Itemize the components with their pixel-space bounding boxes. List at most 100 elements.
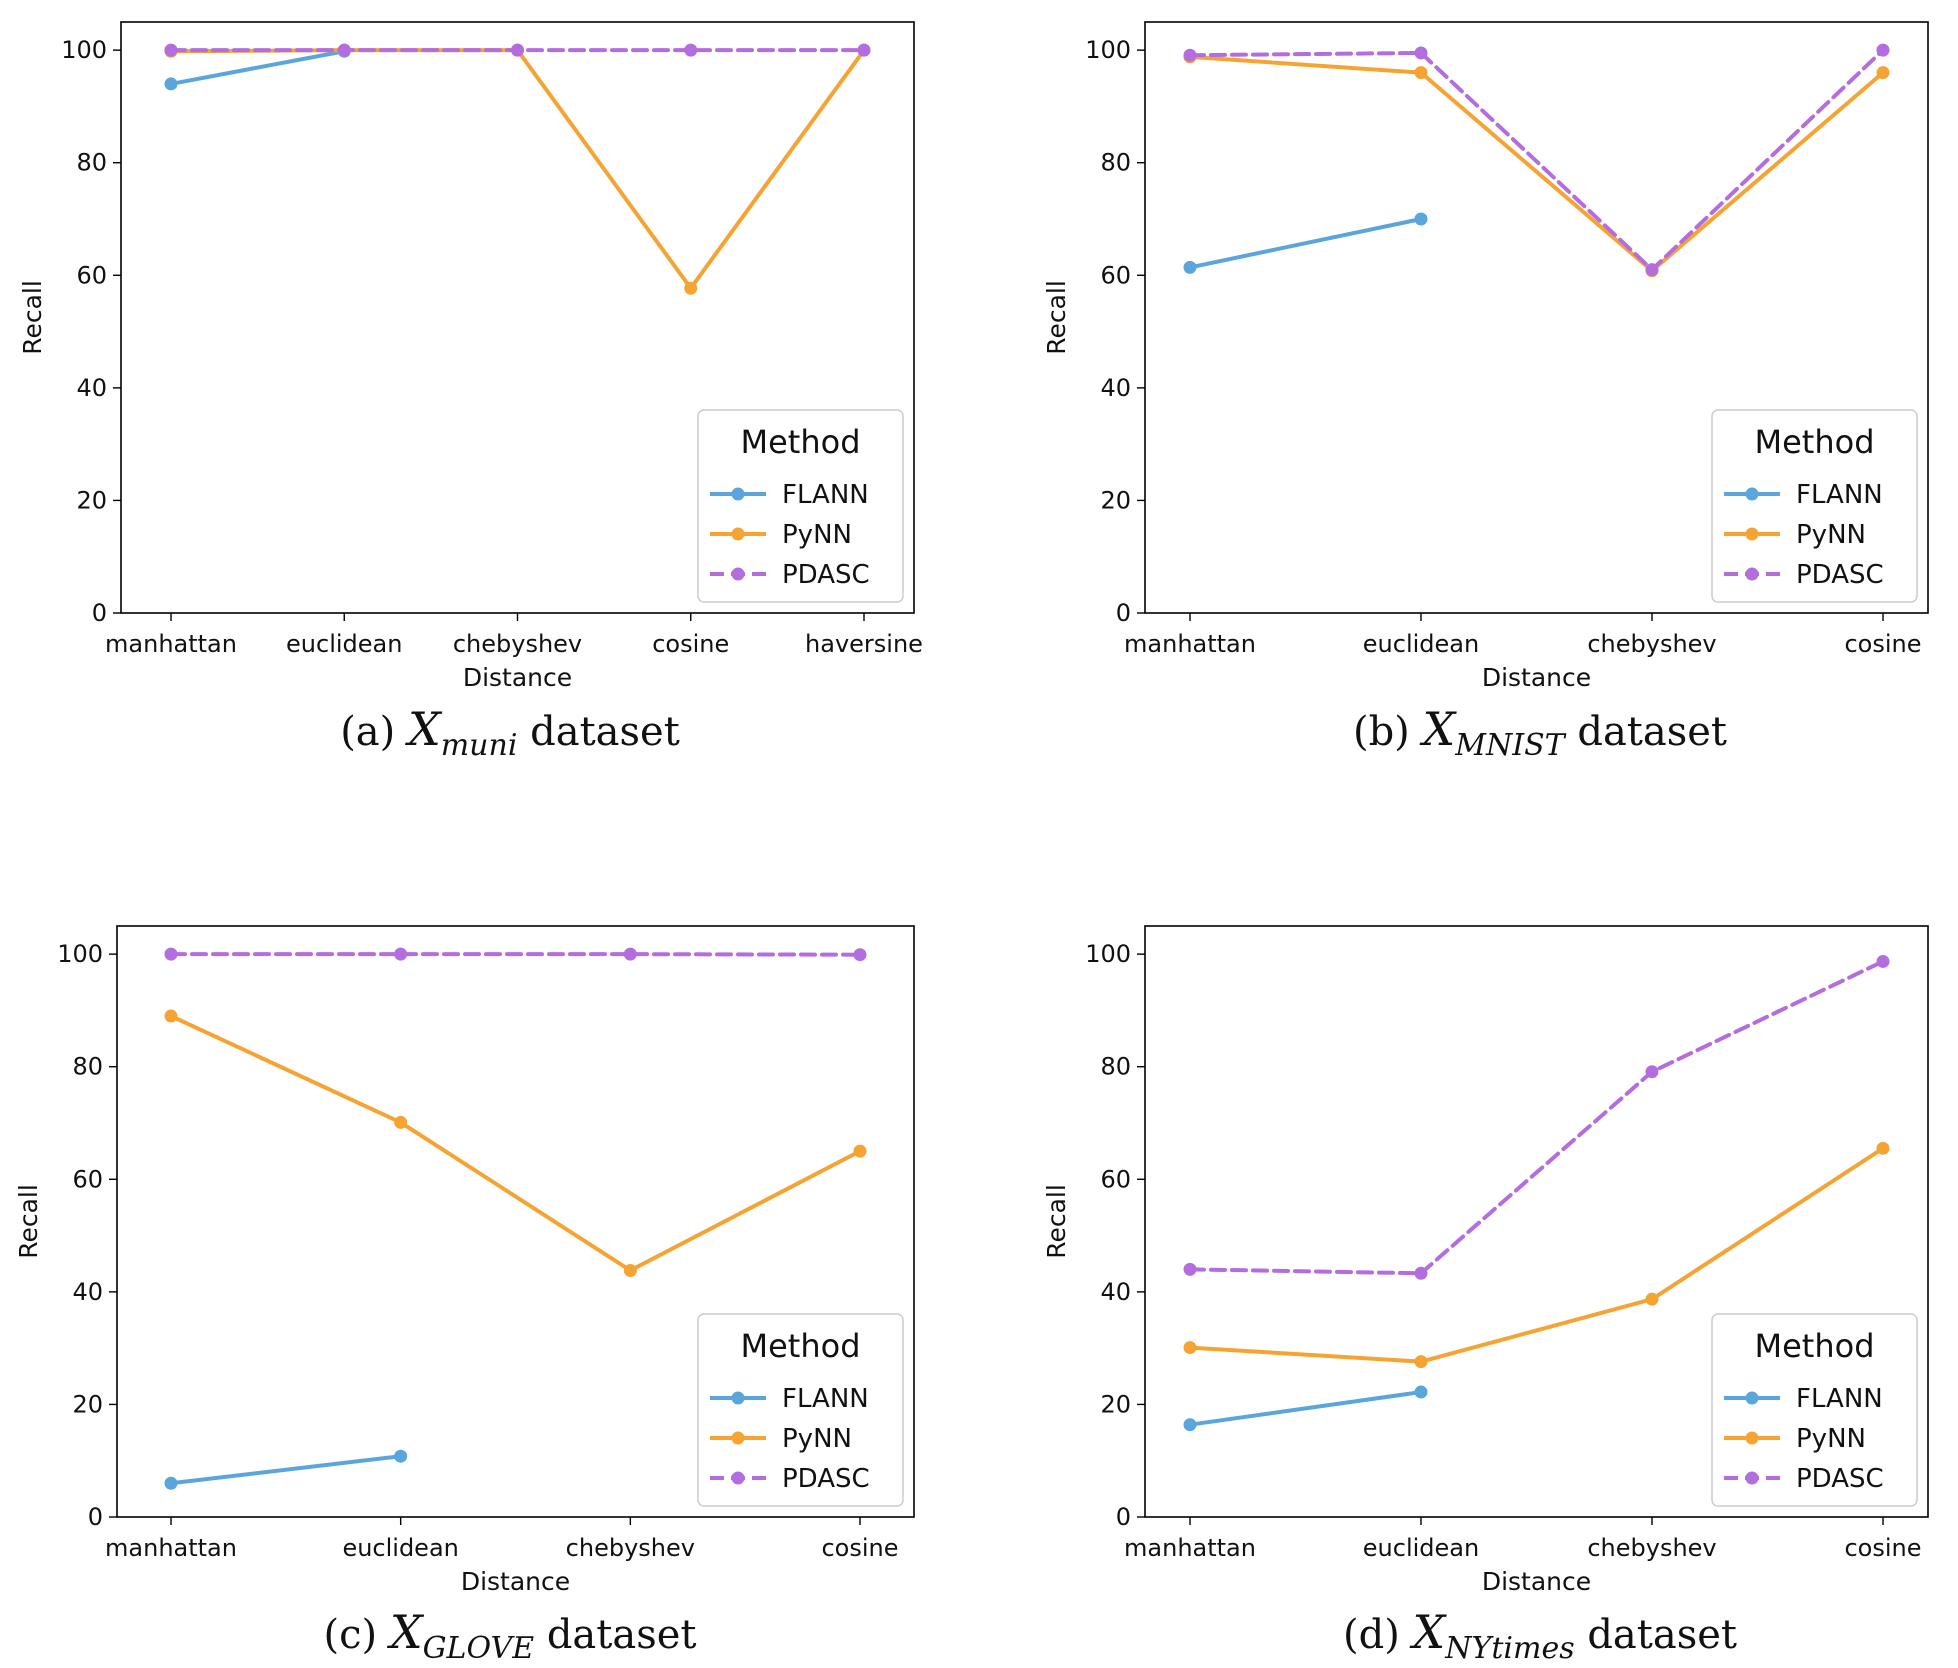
x-tick-label: haversine xyxy=(805,630,923,658)
series-line-pynn xyxy=(169,48,866,291)
x-axis-label: Distance xyxy=(1482,663,1591,692)
legend: Method FLANN PyNN PDASC xyxy=(1711,1313,1918,1507)
legend-box xyxy=(697,1313,904,1507)
series-line-flann xyxy=(169,1454,403,1486)
legend-entry-pdasc: PDASC xyxy=(1796,560,1884,590)
legend-entry-pynn: PyNN xyxy=(782,1424,852,1454)
legend-entry-pdasc: PDASC xyxy=(1796,1464,1884,1494)
y-tick-label: 0 xyxy=(1116,1503,1131,1531)
data-point-pdasc xyxy=(394,947,408,961)
y-axis-label: Recall xyxy=(1042,1184,1071,1259)
y-tick-label: 20 xyxy=(72,1390,103,1418)
y-tick-label: 40 xyxy=(76,374,107,402)
x-tick-label: chebyshev xyxy=(453,630,582,658)
legend-title: Method xyxy=(740,423,860,461)
legend-entry-flann: FLANN xyxy=(1796,1384,1883,1414)
data-point-pynn xyxy=(1183,1341,1197,1355)
legend-title: Method xyxy=(1754,423,1874,461)
legend-swatch-marker xyxy=(1745,1471,1759,1485)
chart-panel-a: 0 20 40 60 80 100 manhattan euclidean chebyshev c… xyxy=(18,21,923,763)
data-point-pdasc xyxy=(1645,263,1659,277)
legend-entry-flann: FLANN xyxy=(782,1384,869,1414)
y-axis-label: Recall xyxy=(14,1184,43,1259)
series-line-pynn xyxy=(169,1014,862,1273)
y-tick-label: 40 xyxy=(1100,1278,1131,1306)
legend-swatch-marker xyxy=(731,1391,745,1405)
legend-swatch-marker xyxy=(731,567,745,581)
legend-swatch-marker xyxy=(731,487,745,501)
legend-swatch-marker xyxy=(731,1471,745,1485)
data-point-pynn xyxy=(684,281,698,295)
legend-swatch-marker xyxy=(731,1431,745,1445)
legend-entry-flann: FLANN xyxy=(782,480,869,510)
series-line-pdasc xyxy=(1188,48,1885,272)
data-point-pdasc xyxy=(337,43,351,57)
chart-panel-c: 0 20 40 60 80 100 manhattan euclidean chebyshev c… xyxy=(14,925,915,1666)
y-tick-label: 100 xyxy=(1085,36,1131,64)
panel-caption: (a) Xmuni dataset xyxy=(340,702,680,763)
legend-swatch-marker xyxy=(1745,1431,1759,1445)
y-tick-label: 60 xyxy=(1100,261,1131,289)
legend-entry-pynn: PyNN xyxy=(1796,1424,1866,1454)
series-line-flann xyxy=(1188,217,1423,270)
series-line-pdasc xyxy=(169,952,862,957)
data-point-pdasc xyxy=(1414,46,1428,60)
data-point-pdasc xyxy=(853,948,867,962)
data-point-pdasc xyxy=(1645,1065,1659,1079)
x-axis-label: Distance xyxy=(461,1567,570,1596)
panel-caption: (b) XMNIST dataset xyxy=(1353,702,1727,763)
y-tick-label: 0 xyxy=(92,599,107,627)
legend-swatch-marker xyxy=(1745,1391,1759,1405)
y-tick-label: 20 xyxy=(1100,1390,1131,1418)
series-line-flann xyxy=(169,49,347,86)
x-tick-label: manhattan xyxy=(105,630,237,658)
y-tick-label: 100 xyxy=(57,940,103,968)
data-point-flann xyxy=(1414,212,1428,226)
data-point-flann xyxy=(164,77,178,91)
legend-box xyxy=(1711,409,1918,603)
legend-entry-pdasc: PDASC xyxy=(782,1464,870,1494)
plot-frame xyxy=(116,925,915,1518)
y-tick-label: 20 xyxy=(1100,486,1131,514)
y-tick-label: 40 xyxy=(1100,374,1131,402)
y-tick-label: 0 xyxy=(1116,599,1131,627)
data-point-flann xyxy=(164,1476,178,1490)
legend-box xyxy=(1711,1313,1918,1507)
y-tick-label: 100 xyxy=(1085,940,1131,968)
data-point-pdasc xyxy=(857,43,871,57)
panel-caption: (d) XNYtimes dataset xyxy=(1343,1605,1737,1666)
panel-caption: (c) XGLOVE dataset xyxy=(324,1605,697,1666)
x-tick-label: chebyshev xyxy=(1587,630,1716,658)
x-axis-label: Distance xyxy=(463,663,572,692)
data-point-pynn xyxy=(1414,66,1428,80)
x-tick-label: euclidean xyxy=(1363,1534,1479,1562)
y-tick-label: 80 xyxy=(1100,1053,1131,1081)
legend: Method FLANN PyNN PDASC xyxy=(1711,409,1918,603)
data-point-pdasc xyxy=(1183,48,1197,62)
data-point-pynn xyxy=(164,1009,178,1023)
chart-panel-d: 0 20 40 60 80 100 manhattan euclidean chebyshev c… xyxy=(1042,925,1929,1666)
data-point-pynn xyxy=(1876,1141,1890,1155)
legend: Method FLANN PyNN PDASC xyxy=(697,409,904,603)
y-axis-label: Recall xyxy=(1042,280,1071,355)
legend-box xyxy=(697,409,904,603)
y-tick-label: 80 xyxy=(72,1053,103,1081)
data-point-pynn xyxy=(853,1144,867,1158)
x-tick-label: cosine xyxy=(1844,1534,1921,1562)
x-axis-label: Distance xyxy=(1482,1567,1591,1596)
plot-frame xyxy=(1144,925,1929,1518)
series-line-flann xyxy=(1188,1390,1423,1427)
y-tick-label: 0 xyxy=(88,1503,103,1531)
y-tick-label: 40 xyxy=(72,1278,103,1306)
x-tick-label: euclidean xyxy=(286,630,402,658)
data-point-pynn xyxy=(394,1115,408,1129)
x-tick-label: euclidean xyxy=(1363,630,1479,658)
y-tick-label: 60 xyxy=(76,261,107,289)
legend-swatch-marker xyxy=(1745,527,1759,541)
x-tick-label: chebyshev xyxy=(1587,1534,1716,1562)
legend-title: Method xyxy=(740,1327,860,1365)
data-point-pynn xyxy=(1876,66,1890,80)
legend-entry-pdasc: PDASC xyxy=(782,560,870,590)
x-tick-label: chebyshev xyxy=(566,1534,695,1562)
data-point-pdasc xyxy=(1414,1266,1428,1280)
